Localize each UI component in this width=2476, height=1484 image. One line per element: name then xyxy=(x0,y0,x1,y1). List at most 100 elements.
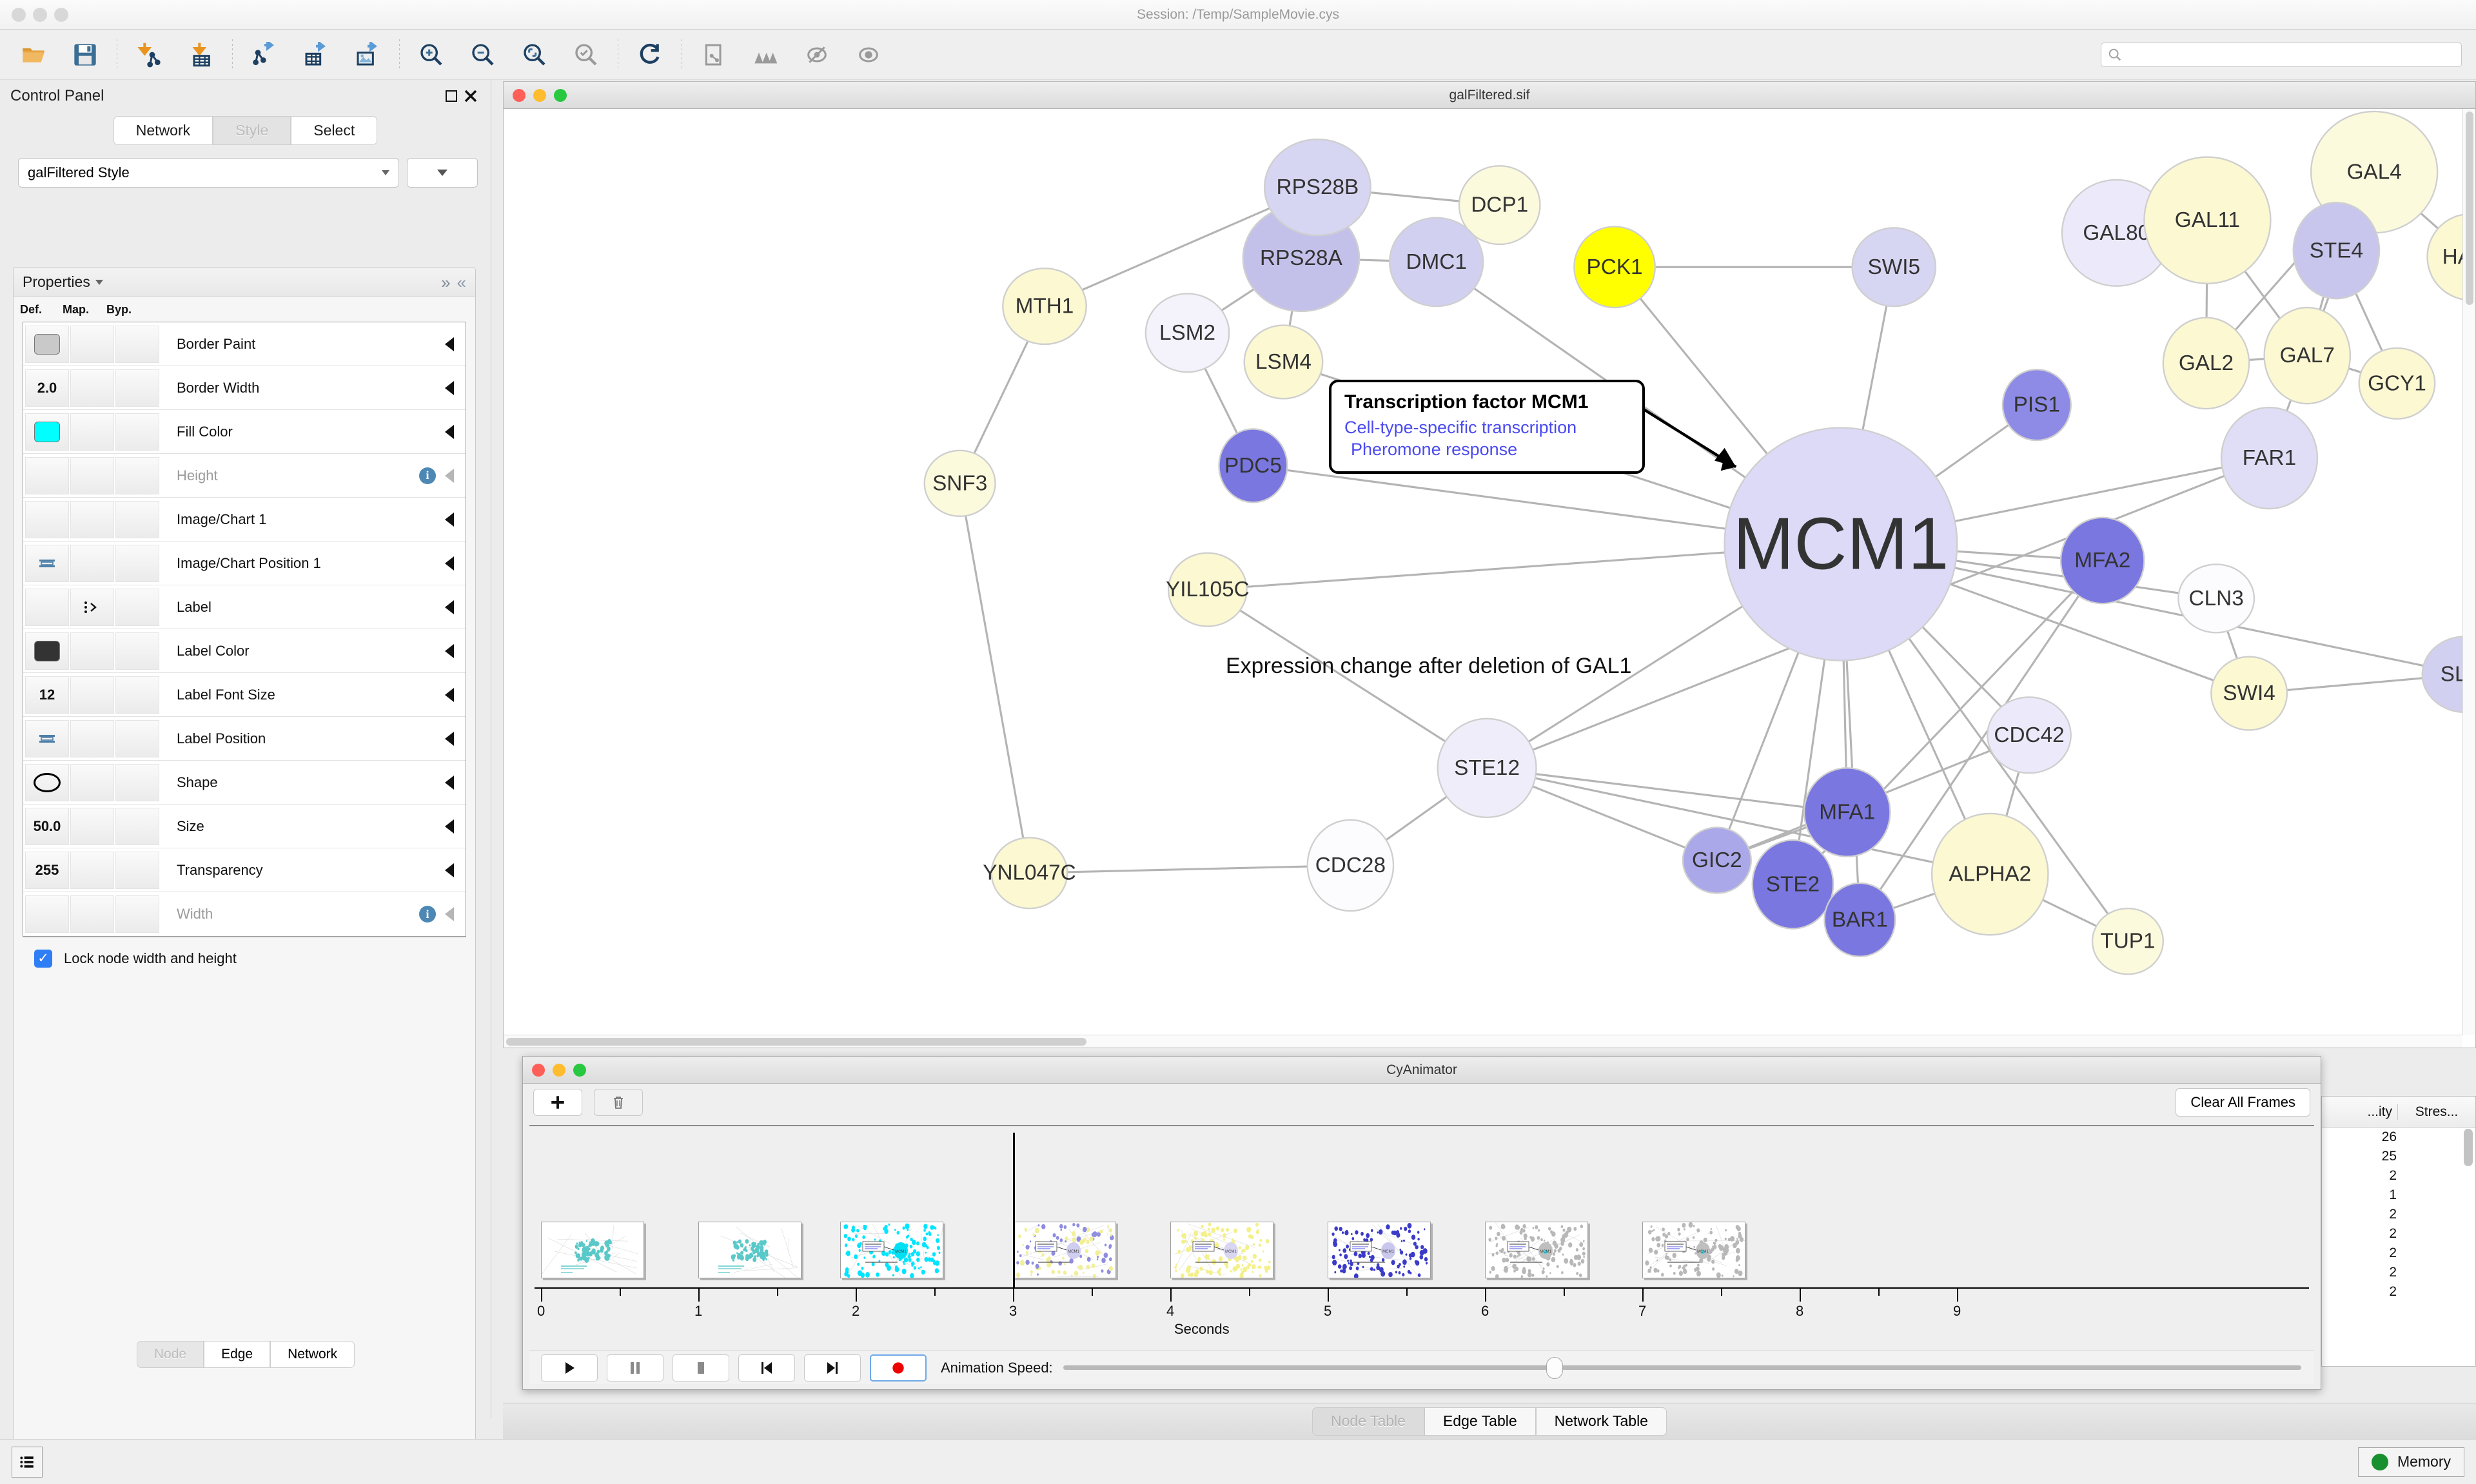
minimize-window-button[interactable] xyxy=(33,8,47,22)
network-edge[interactable] xyxy=(1859,560,2104,921)
property-default-cell[interactable]: 2.0 xyxy=(25,369,69,407)
network-node[interactable]: CLN3 xyxy=(2177,563,2255,634)
network-node[interactable]: MFA2 xyxy=(2059,516,2145,605)
table-row[interactable]: 2 xyxy=(2322,1244,2475,1263)
table-row[interactable]: 26 xyxy=(2322,1128,2475,1147)
property-row[interactable]: Label Color xyxy=(23,629,466,673)
property-default-cell[interactable] xyxy=(25,895,69,933)
property-row[interactable]: Fill Color xyxy=(23,410,466,454)
property-row[interactable]: 12 Label Font Size xyxy=(23,673,466,717)
table-row[interactable]: 2 xyxy=(2322,1224,2475,1244)
maximize-cyanimator-button[interactable] xyxy=(573,1063,586,1077)
property-default-cell[interactable] xyxy=(25,544,69,582)
table-row[interactable]: 2 xyxy=(2322,1282,2475,1302)
tab-style[interactable]: Style xyxy=(213,116,291,145)
import-table-icon[interactable] xyxy=(175,35,226,75)
property-default-cell[interactable] xyxy=(25,719,69,757)
table-row[interactable]: 2 xyxy=(2322,1166,2475,1186)
property-row[interactable]: 255 Transparency xyxy=(23,848,466,892)
table-row[interactable]: 2 xyxy=(2322,1263,2475,1282)
color-swatch[interactable] xyxy=(34,640,60,661)
network-node[interactable]: FAR1 xyxy=(2220,406,2319,510)
memory-status-button[interactable]: Memory xyxy=(2357,1447,2464,1477)
property-bypass-cell[interactable] xyxy=(115,413,159,451)
network-horizontal-scrollbar[interactable] xyxy=(504,1035,2462,1048)
network-node[interactable]: ALPHA2 xyxy=(1931,812,2049,936)
add-frame-button[interactable] xyxy=(533,1089,582,1116)
timeline-frame[interactable]: MCM1 xyxy=(1013,1222,1116,1278)
free-text-annotation[interactable]: Expression change after deletion of GAL1 xyxy=(1226,654,1632,678)
network-node[interactable]: MFA1 xyxy=(1803,767,1891,857)
property-bypass-cell[interactable] xyxy=(115,676,159,714)
network-vertical-scrollbar[interactable] xyxy=(2462,109,2475,1035)
close-icon[interactable] xyxy=(461,86,480,106)
property-row[interactable]: Image/Chart Position 1 xyxy=(23,542,466,585)
color-swatch[interactable] xyxy=(34,421,60,442)
layout-icon[interactable] xyxy=(740,35,791,75)
property-bypass-cell[interactable] xyxy=(115,632,159,670)
property-row[interactable]: 2.0 Border Width xyxy=(23,366,466,410)
property-bypass-cell[interactable] xyxy=(115,544,159,582)
open-folder-icon[interactable] xyxy=(8,35,59,75)
save-icon[interactable] xyxy=(59,35,111,75)
network-node[interactable]: GAL80 xyxy=(2061,179,2172,287)
property-default-cell[interactable] xyxy=(25,500,69,538)
property-mapping-cell[interactable] xyxy=(70,369,114,407)
property-default-cell[interactable]: 255 xyxy=(25,851,69,889)
property-expand-arrow[interactable] xyxy=(445,337,454,351)
property-row[interactable]: Label xyxy=(23,585,466,629)
pause-button[interactable] xyxy=(607,1354,663,1381)
property-expand-arrow[interactable] xyxy=(445,643,454,658)
property-row[interactable]: Border Paint xyxy=(23,322,466,366)
timeline-frame[interactable]: MCM1 xyxy=(1642,1222,1745,1278)
network-node[interactable]: STE2 xyxy=(1751,839,1834,930)
network-node[interactable]: PDC5 xyxy=(1218,428,1288,503)
tab-node-table[interactable]: Node Table xyxy=(1312,1407,1424,1436)
style-select[interactable]: galFiltered Style xyxy=(18,158,399,188)
network-node[interactable]: RPS28B xyxy=(1263,138,1371,237)
style-options-menu-button[interactable] xyxy=(407,158,478,188)
column-header-stress[interactable]: Stres... xyxy=(2415,1104,2459,1119)
timeline-frame[interactable] xyxy=(541,1222,644,1278)
property-bypass-cell[interactable] xyxy=(115,763,159,801)
export-table-icon[interactable] xyxy=(290,35,342,75)
network-node[interactable]: CDC42 xyxy=(1987,696,2072,774)
property-mapping-cell[interactable] xyxy=(70,632,114,670)
next-frame-button[interactable] xyxy=(804,1354,861,1381)
property-bypass-cell[interactable] xyxy=(115,500,159,538)
info-icon[interactable]: i xyxy=(419,467,436,484)
search-input[interactable] xyxy=(2101,42,2462,67)
timeline-frame[interactable]: MCM1 xyxy=(840,1222,943,1278)
network-edge[interactable] xyxy=(1207,589,1488,769)
network-node[interactable]: BAR1 xyxy=(1823,882,1896,957)
animation-speed-slider[interactable] xyxy=(1063,1354,2301,1381)
network-node[interactable]: LSM4 xyxy=(1243,324,1324,400)
zoom-out-icon[interactable] xyxy=(457,35,509,75)
property-bypass-cell[interactable] xyxy=(115,456,159,494)
export-network-icon[interactable] xyxy=(239,35,290,75)
close-window-button[interactable] xyxy=(12,8,26,22)
zoom-in-icon[interactable] xyxy=(406,35,457,75)
table-row[interactable]: 25 xyxy=(2322,1147,2475,1166)
network-canvas[interactable]: MTH1 SNF3 LSM2 LSM4 RPS28A RPS28B PDC5 DCP1 DMC1… xyxy=(504,109,2475,1048)
property-bypass-cell[interactable] xyxy=(115,895,159,933)
delete-frame-button[interactable] xyxy=(594,1089,643,1116)
network-edge[interactable] xyxy=(1486,766,1990,875)
tab-select[interactable]: Select xyxy=(291,116,378,145)
network-node[interactable]: DMC1 xyxy=(1388,217,1484,308)
minimize-cyanimator-button[interactable] xyxy=(553,1063,565,1077)
hide-icon[interactable] xyxy=(791,35,843,75)
network-node[interactable]: PIS1 xyxy=(2001,369,2072,442)
property-bypass-cell[interactable] xyxy=(115,719,159,757)
table-row[interactable]: 1 xyxy=(2322,1186,2475,1205)
property-bypass-cell[interactable] xyxy=(115,851,159,889)
property-mapping-cell[interactable] xyxy=(70,413,114,451)
property-expand-arrow[interactable] xyxy=(445,512,454,527)
property-expand-arrow[interactable] xyxy=(445,380,454,395)
property-default-cell[interactable] xyxy=(25,588,69,626)
property-mapping-cell[interactable] xyxy=(70,851,114,889)
property-expand-arrow[interactable] xyxy=(445,863,454,877)
network-node[interactable]: GIC2 xyxy=(1682,826,1752,894)
property-mapping-cell[interactable] xyxy=(70,544,114,582)
zoom-fit-icon[interactable] xyxy=(509,35,560,75)
